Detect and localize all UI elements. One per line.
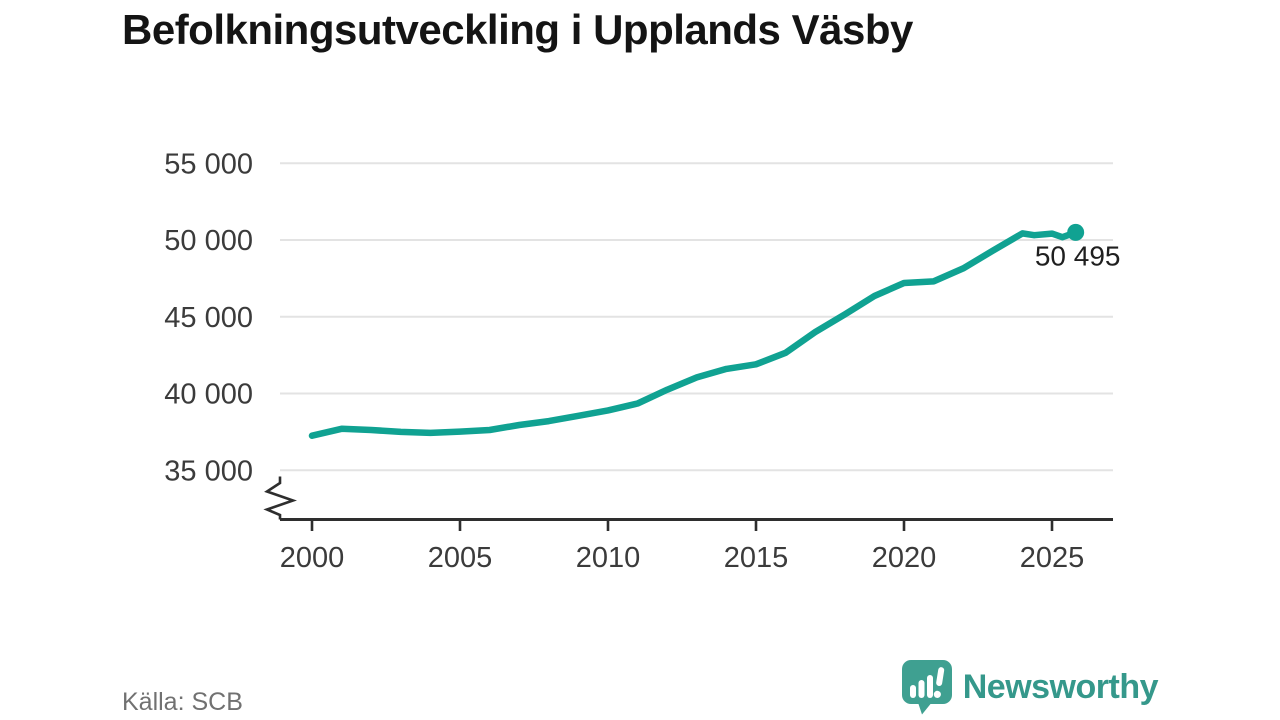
x-tick-label: 2005 <box>428 542 493 574</box>
x-tick-label: 2015 <box>724 542 789 574</box>
population-series-line <box>308 229 1079 439</box>
y-tick-label: 35 000 <box>164 455 253 487</box>
y-tick-label: 40 000 <box>164 379 253 411</box>
y-tick-label: 55 000 <box>164 148 253 180</box>
bar-large <box>926 675 933 698</box>
y-tick-label: 45 000 <box>164 302 253 334</box>
latest-value-dot <box>1067 223 1085 241</box>
y-tick-label: 50 000 <box>164 225 253 257</box>
x-tick-label: 2000 <box>280 542 345 574</box>
chart-title: Befolkningsutveckling i Upplands Väsby <box>122 6 913 53</box>
bar-small <box>909 685 916 698</box>
newsworthy-wordmark: Newsworthy <box>962 667 1159 706</box>
bar-medium <box>918 680 925 698</box>
newsworthy-logo: Newsworthy <box>901 659 1159 715</box>
axis-break-icon <box>263 476 297 520</box>
latest-value-label: 50 495 <box>1035 240 1121 271</box>
bar-chart-speech-bubble-icon <box>901 660 952 715</box>
exclamation-mark <box>933 667 944 698</box>
population-line-chart: 35 000 40 000 45 000 50 000 55 000 2000 2005 20… <box>164 148 1121 574</box>
x-tick-label: 2025 <box>1020 542 1085 574</box>
x-tick-label: 2020 <box>872 542 937 574</box>
source-attribution: Källa: SCB <box>122 688 243 716</box>
x-tick-label: 2010 <box>576 542 641 574</box>
